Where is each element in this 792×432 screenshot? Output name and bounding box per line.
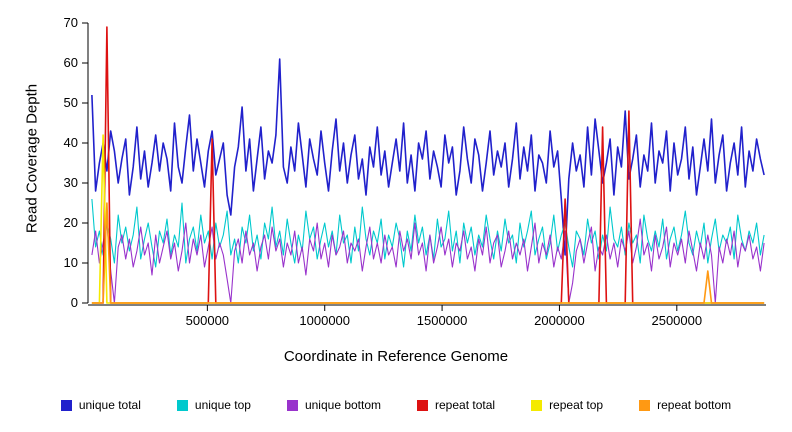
legend-item-unique-bottom: unique bottom	[286, 398, 382, 412]
svg-text:10: 10	[64, 255, 78, 270]
legend-item-repeat-bottom: repeat bottom	[639, 398, 731, 412]
svg-text:2500000: 2500000	[651, 313, 702, 328]
y-axis-title: Read Coverage Depth	[23, 83, 41, 234]
legend-label: repeat top	[549, 398, 604, 412]
legend-label: unique bottom	[304, 398, 382, 412]
svg-text:20: 20	[64, 215, 78, 230]
unique-total-swatch	[60, 399, 72, 411]
svg-text:500000: 500000	[186, 313, 229, 328]
svg-text:1500000: 1500000	[417, 313, 468, 328]
legend-item-unique-top: unique top	[176, 398, 251, 412]
unique-bottom-swatch	[286, 399, 298, 411]
legend-item-unique-total: unique total	[60, 398, 141, 412]
svg-text:1000000: 1000000	[299, 313, 350, 328]
svg-text:50: 50	[64, 95, 78, 110]
svg-text:2000000: 2000000	[534, 313, 585, 328]
chart-legend: unique total unique top unique bottom re…	[0, 398, 792, 412]
svg-text:30: 30	[64, 175, 78, 190]
svg-text:0: 0	[71, 295, 78, 310]
legend-item-repeat-total: repeat total	[417, 398, 495, 412]
legend-label: repeat total	[435, 398, 496, 412]
legend-label: unique top	[194, 398, 251, 412]
x-axis-title: Coordinate in Reference Genome	[283, 348, 509, 365]
svg-text:40: 40	[64, 135, 78, 150]
svg-text:70: 70	[64, 15, 78, 30]
legend-label: unique total	[78, 398, 141, 412]
svg-text:60: 60	[64, 55, 78, 70]
repeat-top-swatch	[531, 399, 543, 411]
repeat-bottom-swatch	[639, 399, 651, 411]
repeat-total-swatch	[417, 399, 429, 411]
unique-top-swatch	[176, 399, 188, 411]
legend-item-repeat-top: repeat top	[531, 398, 603, 412]
legend-label: repeat bottom	[657, 398, 732, 412]
